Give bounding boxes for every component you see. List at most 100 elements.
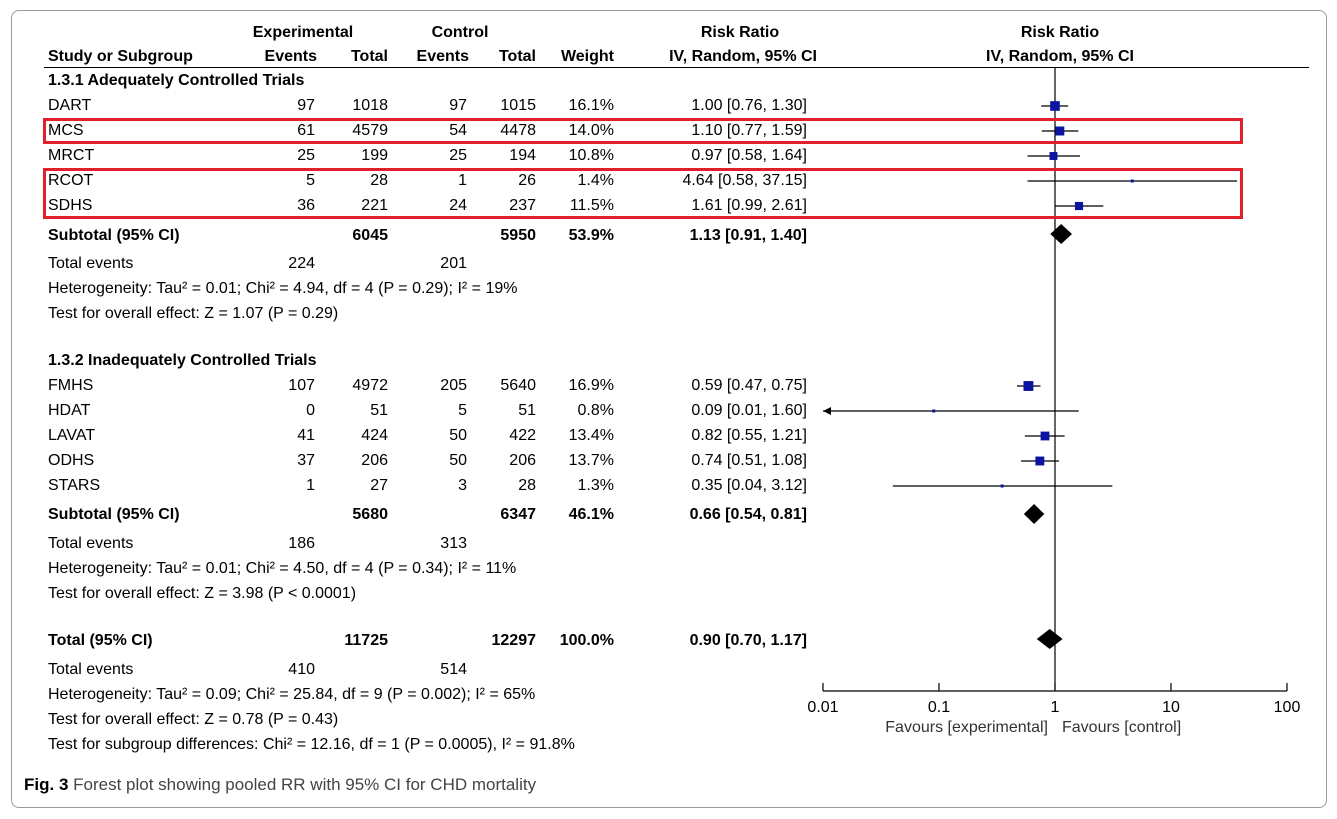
subtotal-ci: 1.13 [0.91, 1.40] — [689, 227, 807, 244]
weight-header: Weight — [560, 48, 614, 65]
overall-effect-text: Test for overall effect: Z = 3.98 (P < 0… — [48, 585, 357, 602]
exp-events-header: Events — [264, 48, 317, 65]
exp-total: 4579 — [352, 122, 388, 139]
study-weight: 1.4% — [577, 172, 614, 189]
control-group-header: Control — [431, 24, 489, 41]
exp-events: 0 — [306, 402, 315, 419]
exp-events: 41 — [297, 427, 315, 444]
total-events-label: Total events — [48, 535, 134, 552]
study-weight: 16.1% — [568, 97, 614, 114]
study-ci: 1.10 [0.77, 1.59] — [691, 122, 807, 139]
exp-events: 5 — [306, 172, 315, 189]
exp-events: 107 — [288, 377, 315, 394]
highlight-box — [43, 168, 1243, 219]
ctrl-events: 3 — [458, 477, 467, 494]
ctrl-total: 194 — [509, 147, 536, 164]
ctrl-events: 54 — [449, 122, 467, 139]
ci-arrow-left — [823, 407, 831, 415]
study-ci: 1.00 [0.76, 1.30] — [691, 97, 807, 114]
group-title: 1.3.2 Inadequately Controlled Trials — [48, 352, 317, 369]
study-weight: 13.4% — [568, 427, 614, 444]
study-name: LAVAT — [48, 427, 96, 444]
ctrl-events: 97 — [449, 97, 467, 114]
study-weight: 14.0% — [568, 122, 614, 139]
ctrl-total: 1015 — [500, 97, 536, 114]
exp-total: 221 — [361, 197, 388, 214]
subtotal-ci: 0.66 [0.54, 0.81] — [689, 506, 807, 523]
study-ci: 0.59 [0.47, 0.75] — [691, 377, 807, 394]
exp-total: 424 — [361, 427, 388, 444]
total-events-ctrl: 201 — [440, 255, 467, 272]
subtotal-label: Subtotal (95% CI) — [48, 506, 180, 523]
risk-ratio-header: Risk Ratio — [700, 24, 780, 41]
total-events-exp: 410 — [288, 661, 315, 678]
study-point — [1040, 431, 1050, 441]
total-events-ctrl: 514 — [440, 661, 467, 678]
study-weight: 0.8% — [577, 402, 614, 419]
study-ci: 4.64 [0.58, 37.15] — [682, 172, 807, 189]
exp-total: 1018 — [352, 97, 388, 114]
exp-total: 199 — [361, 147, 388, 164]
header-rule — [44, 67, 1309, 68]
highlight-box — [43, 118, 1243, 144]
exp-events: 37 — [297, 452, 315, 469]
exp-events: 36 — [297, 197, 315, 214]
overall-effect-text: Test for overall effect: Z = 0.78 (P = 0… — [48, 711, 339, 728]
x-tick-label: 0.1 — [928, 699, 950, 716]
x-tick-label: 100 — [1274, 699, 1301, 716]
ctrl-events: 50 — [449, 427, 467, 444]
subgroup-difference-text: Test for subgroup differences: Chi² = 12… — [48, 736, 575, 753]
rr-method-header: IV, Random, 95% CI — [669, 48, 817, 65]
x-tick-label: 1 — [1051, 699, 1060, 716]
exp-total: 28 — [370, 172, 388, 189]
pooled-diamond — [1050, 224, 1073, 244]
total-events-exp: 186 — [288, 535, 315, 552]
x-tick-label: 0.01 — [807, 699, 838, 716]
study-weight: 16.9% — [568, 377, 614, 394]
total-events-exp: 224 — [288, 255, 315, 272]
ctrl-events: 50 — [449, 452, 467, 469]
ctrl-total: 51 — [518, 402, 536, 419]
ctrl-total-header: Total — [498, 48, 536, 65]
ctrl-total: 5640 — [500, 377, 536, 394]
total-ctrl-total: 12297 — [491, 632, 537, 649]
total-exp-total: 11725 — [344, 632, 388, 649]
ctrl-events-header: Events — [416, 48, 469, 65]
exp-total: 206 — [361, 452, 388, 469]
exp-total-header: Total — [350, 48, 388, 65]
subtotal-weight: 53.9% — [568, 227, 614, 244]
subtotal-label: Subtotal (95% CI) — [48, 227, 180, 244]
study-ci: 0.97 [0.58, 1.64] — [691, 147, 807, 164]
study-name: HDAT — [48, 402, 91, 419]
ctrl-events: 25 — [449, 147, 467, 164]
study-column-header: Study or Subgroup — [48, 48, 193, 65]
study-ci: 0.35 [0.04, 3.12] — [691, 477, 807, 494]
exp-total: 27 — [370, 477, 388, 494]
subtotal-weight: 46.1% — [568, 506, 614, 523]
ctrl-total: 26 — [518, 172, 536, 189]
study-weight: 1.3% — [577, 477, 614, 494]
study-weight: 11.5% — [569, 197, 614, 214]
study-point — [1055, 126, 1065, 136]
ctrl-events: 24 — [449, 197, 467, 214]
subtotal-exp-total: 5680 — [352, 506, 388, 523]
exp-events: 25 — [297, 147, 315, 164]
exp-events: 1 — [306, 477, 315, 494]
ctrl-total: 28 — [518, 477, 536, 494]
favours-control-label: Favours [control] — [1062, 719, 1181, 736]
study-point — [1023, 381, 1034, 391]
subtotal-exp-total: 6045 — [352, 227, 388, 244]
study-name: STARS — [48, 477, 101, 494]
ctrl-events: 5 — [458, 402, 467, 419]
ctrl-total: 4478 — [500, 122, 536, 139]
study-name: FMHS — [48, 377, 94, 394]
study-point — [932, 409, 936, 413]
study-name: MRCT — [48, 147, 95, 164]
favours-experimental-label: Favours [experimental] — [885, 719, 1048, 736]
study-point — [1000, 484, 1004, 488]
study-point — [1035, 456, 1045, 466]
plot-method-header: IV, Random, 95% CI — [986, 48, 1134, 65]
ctrl-total: 206 — [509, 452, 536, 469]
pooled-diamond — [1023, 504, 1045, 524]
